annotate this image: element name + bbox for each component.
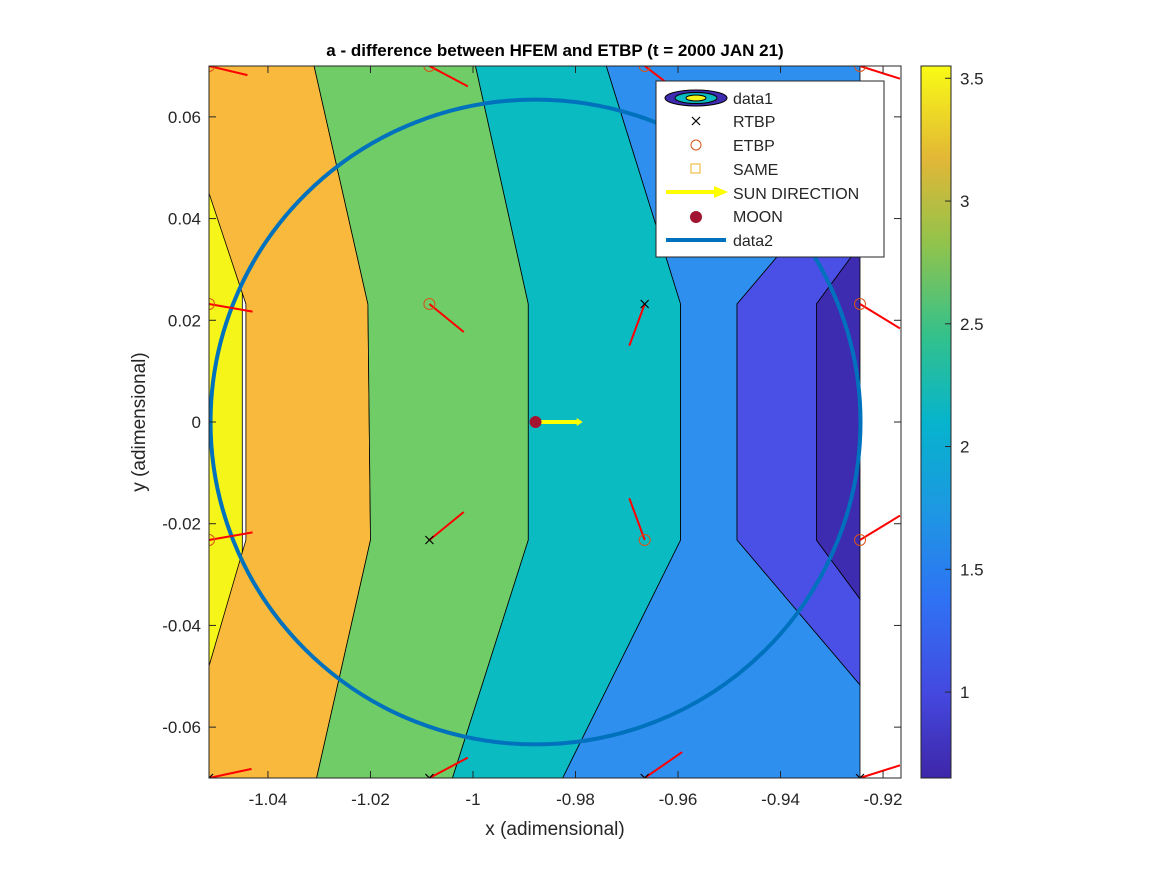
vector-arrow-0 <box>209 66 248 77</box>
colorbar-tick-label: 2 <box>960 438 969 457</box>
legend-label-data1: data1 <box>733 91 773 108</box>
vector-arrow-14 <box>859 514 901 541</box>
x-tick-label: -1.04 <box>249 790 288 809</box>
etbp-marker-10 <box>638 533 651 546</box>
contour-band-6 <box>816 243 861 601</box>
vector-arrow-15 <box>859 764 901 778</box>
vector-arrow-2 <box>209 531 253 541</box>
x-tick-label: -0.94 <box>761 790 800 809</box>
vector-arrows <box>209 66 901 778</box>
vector-arrow-6 <box>428 511 465 541</box>
sun-arrow-head <box>576 418 583 426</box>
y-axis-ticks: -0.06 -0.04 -0.02 0 0.02 0.04 0.06 <box>162 108 901 737</box>
legend-label-same: SAME <box>733 162 778 179</box>
legend-box <box>655 80 885 258</box>
x-tick-label: -0.98 <box>556 790 595 809</box>
etbp-marker-12 <box>853 66 866 72</box>
x-tick-label: -1 <box>465 790 480 809</box>
y-tick-label: 0.04 <box>168 210 201 229</box>
colorbar-tick-label: 3 <box>960 192 969 211</box>
rtbp-marker-7 <box>424 773 434 778</box>
colorbar-gradient <box>920 65 952 779</box>
y-tick-label: -0.06 <box>162 718 201 737</box>
vector-arrow-12 <box>859 66 901 80</box>
y-tick-label: 0 <box>192 413 201 432</box>
legend-swatch-data1-icon <box>664 89 728 107</box>
colorbar-tick-label: 1.5 <box>960 560 984 579</box>
vector-arrow-7 <box>428 756 469 778</box>
chart-title: a - difference between HFEM and ETBP (t … <box>326 41 783 60</box>
y-tick-label: -0.04 <box>162 616 201 635</box>
etbp-marker-14 <box>853 533 866 546</box>
legend-label-etbp: ETBP <box>733 138 775 155</box>
y-tick-label: 0.06 <box>168 108 201 127</box>
vector-arrow-11 <box>644 751 683 778</box>
y-tick-label: 0.02 <box>168 311 201 330</box>
legend-label-rtbp: RTBP <box>733 114 775 131</box>
colorbar-tick-label: 2.5 <box>960 315 984 334</box>
etbp-marker-13 <box>853 298 866 311</box>
rtbp-marker-15 <box>855 773 865 778</box>
x-tick-label: -0.92 <box>864 790 903 809</box>
colorbar-ticks: 1 1.5 2 2.5 3 3.5 <box>945 69 984 702</box>
colorbar-tick-label: 3.5 <box>960 69 984 88</box>
vector-arrow-10 <box>628 497 646 541</box>
x-axis-ticks: -1.04 -1.02 -1 -0.98 -0.96 -0.94 -0.92 <box>249 66 903 809</box>
y-tick-label: -0.02 <box>162 515 201 534</box>
y-axis-label: y (adimensional) <box>129 352 150 491</box>
legend-swatch-sun-direction-icon <box>666 186 728 198</box>
colorbar: 1 1.5 2 2.5 3 3.5 <box>920 65 984 779</box>
etbp-marker-8 <box>638 66 651 72</box>
x-axis-label: x (adimensional) <box>485 819 624 840</box>
vector-arrow-5 <box>428 303 465 333</box>
vector-arrow-1 <box>209 303 253 313</box>
legend-label-data2: data2 <box>733 233 773 250</box>
rtbp-marker-11 <box>640 773 650 778</box>
etbp-marker-5 <box>423 298 436 311</box>
circle-data2 <box>209 97 863 747</box>
legend-label-sun-direction: SUN DIRECTION <box>733 186 859 203</box>
moon-marker <box>529 416 542 428</box>
vector-arrow-3 <box>209 767 252 778</box>
vector-arrow-13 <box>859 303 901 330</box>
legend-swatch-moon-icon <box>690 211 702 223</box>
rtbp-marker-6 <box>424 535 434 545</box>
legend-swatch-etbp-icon <box>690 139 702 151</box>
vector-arrow-4 <box>428 66 469 88</box>
etbp-marker-4 <box>423 66 436 72</box>
etbp-marker-1 <box>209 298 215 311</box>
legend: data1 RTBP ETBP SAME SUN DIRECTION MOON … <box>655 80 885 258</box>
etbp-marker-2 <box>209 533 215 546</box>
rtbp-marker-3 <box>209 773 214 778</box>
vector-arrow-9 <box>628 303 646 347</box>
legend-swatch-rtbp-icon <box>691 116 701 126</box>
x-tick-label: -1.02 <box>351 790 390 809</box>
sun-direction-arrow <box>535 418 583 426</box>
x-tick-label: -0.96 <box>659 790 698 809</box>
rtbp-marker-9 <box>640 299 650 309</box>
colorbar-tick-label: 1 <box>960 683 969 702</box>
legend-label-moon: MOON <box>733 209 783 226</box>
node-markers <box>209 66 866 778</box>
legend-swatch-same-icon <box>690 163 701 174</box>
vector-arrow-8 <box>644 66 668 84</box>
